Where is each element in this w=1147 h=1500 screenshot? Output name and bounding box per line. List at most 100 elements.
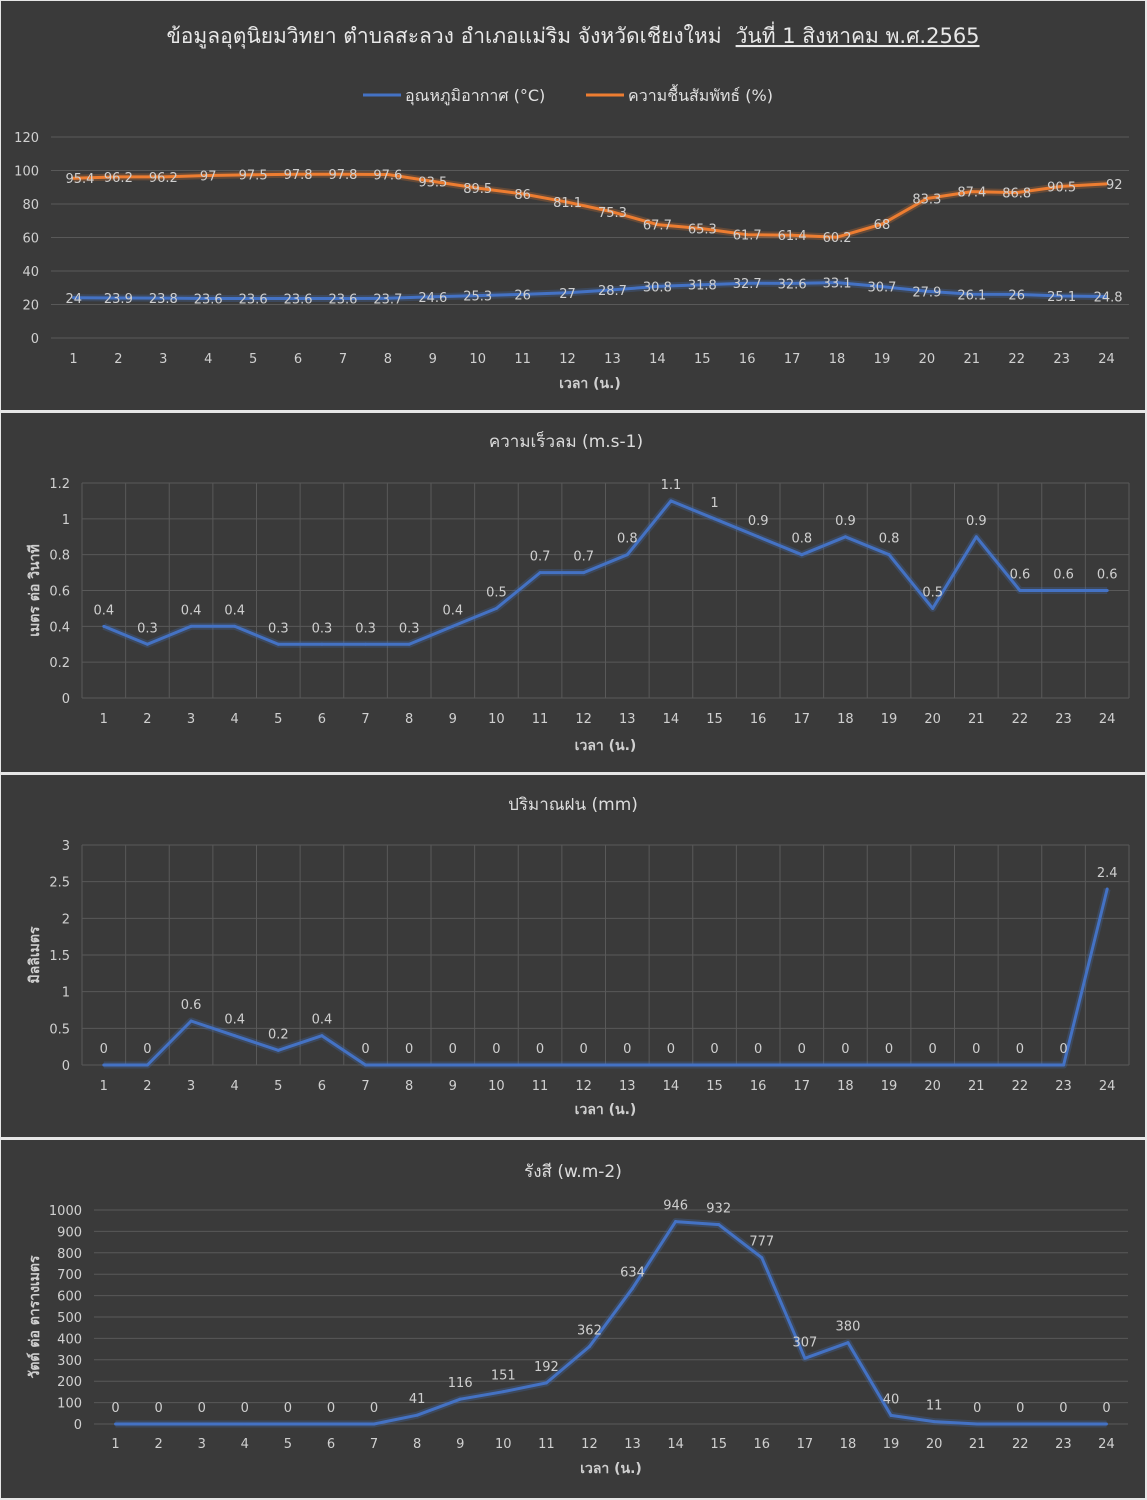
- data-point: [161, 175, 165, 179]
- data-point: [582, 571, 586, 575]
- data-label: 0.9: [835, 514, 856, 529]
- data-point: [700, 227, 704, 231]
- data-label: 0.7: [573, 550, 594, 565]
- data-point: [386, 296, 390, 300]
- data-point: [625, 553, 629, 557]
- data-point: [364, 642, 368, 646]
- data-label: 0.6: [1097, 568, 1118, 583]
- y-tick-label: 1: [62, 513, 70, 528]
- data-label: 24.8: [1094, 290, 1123, 305]
- data-label: 26: [1008, 288, 1025, 303]
- data-label: 26: [514, 288, 531, 303]
- data-label: 0.4: [442, 603, 463, 618]
- data-label: 932: [706, 1202, 731, 1217]
- data-label: 0: [885, 1042, 893, 1057]
- data-point: [1018, 589, 1022, 592]
- x-tick-label: 7: [361, 1079, 369, 1094]
- data-point: [625, 1063, 629, 1067]
- data-point: [544, 1381, 548, 1385]
- data-point: [157, 1422, 161, 1426]
- series-0: 0 0 0.6 0.4 0.2 0.4 0 0 0 0 0 0 0 0 0 0 0 0 0 0 0 0 0 2.4: [100, 866, 1118, 1069]
- data-point: [407, 1063, 411, 1067]
- data-label: 28.7: [598, 284, 627, 299]
- data-point: [756, 1063, 760, 1067]
- x-tick-label: 17: [794, 712, 811, 727]
- data-point: [494, 606, 498, 610]
- y-tick-label: 60: [22, 232, 39, 247]
- data-point: [407, 642, 411, 646]
- series-line-glow: [115, 1218, 1107, 1428]
- data-label: 0: [154, 1401, 162, 1416]
- x-tick-label: 2: [143, 1079, 151, 1094]
- x-tick-label: 2: [114, 352, 122, 367]
- data-label: 81.1: [553, 196, 582, 211]
- x-tick-label: 5: [284, 1437, 292, 1452]
- data-point: [655, 223, 659, 227]
- data-point: [494, 1063, 498, 1067]
- series-1: 95.4 96.2 96.2 97 97.5 97.8 97.8 97.6 93.5 89.5 86…: [65, 168, 1122, 246]
- x-tick-label: 15: [710, 1437, 727, 1452]
- data-point: [1015, 292, 1019, 296]
- x-tick-label: 9: [456, 1437, 464, 1452]
- data-label: 0: [754, 1042, 762, 1057]
- data-label: 67.7: [643, 219, 672, 234]
- temperature-humidity-chart: ข้อมูลอุตุนิยมวิทยา ตำบลสะลวง อำเภอแม่ริ…: [14, 21, 1129, 392]
- data-point: [843, 1063, 847, 1067]
- y-tick-label: 0: [62, 692, 70, 707]
- x-tick-label: 11: [532, 1079, 549, 1094]
- data-label: 0: [1016, 1401, 1024, 1416]
- data-point: [655, 284, 659, 288]
- x-tick-label: 15: [706, 712, 723, 727]
- y-tick-label: 0.4: [49, 620, 70, 635]
- x-tick-label: 20: [919, 352, 936, 367]
- data-point: [251, 173, 255, 177]
- y-tick-label: 800: [57, 1247, 82, 1262]
- x-tick-label: 4: [204, 352, 212, 367]
- data-label: 0: [492, 1042, 500, 1057]
- series-0: 0.4 0.3 0.4 0.4 0.3 0.3 0.3 0.3 0.4 0.5 0.7 0.7 0.8 1…: [93, 478, 1118, 648]
- data-point: [320, 642, 324, 646]
- x-tick-label: 3: [198, 1437, 206, 1452]
- x-tick-label: 18: [837, 712, 854, 727]
- x-tick-label: 9: [449, 712, 457, 727]
- x-tick-label: 12: [559, 352, 576, 367]
- data-point: [1105, 589, 1109, 592]
- x-tick-label: 4: [241, 1437, 249, 1452]
- data-point: [233, 1034, 237, 1038]
- x-tick-label: 1: [69, 352, 77, 367]
- data-point: [835, 281, 839, 285]
- data-point: [189, 624, 193, 628]
- data-point: [1105, 182, 1109, 186]
- data-label: 97.8: [328, 168, 357, 183]
- data-label: 97.6: [373, 169, 402, 184]
- x-tick-label: 9: [449, 1079, 457, 1094]
- x-tick-label: 5: [249, 352, 257, 367]
- data-label: 0: [1102, 1401, 1110, 1416]
- data-point: [341, 296, 345, 300]
- y-tick-label: 3: [62, 839, 70, 854]
- x-tick-label: 16: [754, 1437, 771, 1452]
- x-tick-label: 15: [694, 352, 711, 367]
- data-label: 192: [534, 1360, 559, 1375]
- y-axis-label: มิลลิเมตร: [27, 926, 43, 983]
- data-label: 83.3: [912, 192, 941, 207]
- data-label: 0.9: [748, 514, 769, 529]
- data-point: [415, 1413, 419, 1417]
- data-point: [296, 172, 300, 176]
- y-tick-label: 80: [22, 198, 39, 213]
- data-label: 0.4: [312, 1013, 333, 1028]
- x-tick-label: 11: [538, 1437, 555, 1452]
- data-label: 0: [667, 1042, 675, 1057]
- y-tick-label: 1.2: [49, 477, 70, 492]
- series-line: [103, 499, 1108, 646]
- data-label: 41: [409, 1392, 426, 1407]
- data-point: [145, 642, 149, 646]
- data-label: 946: [663, 1199, 688, 1214]
- x-tick-label: 20: [924, 712, 941, 727]
- data-label: 40: [883, 1392, 900, 1407]
- data-label: 24: [65, 292, 82, 307]
- gridlines: [81, 482, 1130, 699]
- data-point: [386, 173, 390, 177]
- y-tick-label: 2.5: [49, 876, 70, 891]
- x-tick-label: 7: [339, 352, 347, 367]
